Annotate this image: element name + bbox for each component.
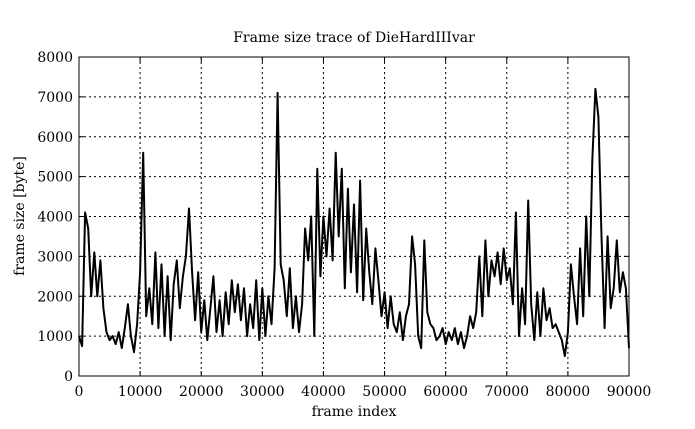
plot-frame bbox=[78, 56, 630, 377]
x-tick-label: 20000 bbox=[179, 384, 224, 400]
y-tick-label: 3000 bbox=[37, 249, 73, 265]
x-tick-label: 10000 bbox=[118, 384, 163, 400]
x-tick-label: 70000 bbox=[485, 384, 530, 400]
axis-ticks: 0 10000 20000 30000 40000 50000 60000 70000 8000… bbox=[37, 50, 651, 400]
x-axis-label: frame index bbox=[312, 404, 397, 420]
y-tick-label: 0 bbox=[64, 369, 73, 385]
x-tick-label: 40000 bbox=[301, 384, 346, 400]
y-tick-label: 8000 bbox=[37, 50, 73, 66]
y-tick-label: 4000 bbox=[37, 210, 73, 226]
x-tick-label: 80000 bbox=[546, 384, 591, 400]
x-tick-label: 90000 bbox=[607, 384, 652, 400]
y-tick-label: 1000 bbox=[37, 329, 73, 345]
x-tick-label: 30000 bbox=[240, 384, 285, 400]
y-tick-label: 6000 bbox=[37, 130, 73, 146]
y-tick-label: 5000 bbox=[37, 170, 73, 186]
x-tick-label: 50000 bbox=[362, 384, 407, 400]
chart-title: Frame size trace of DieHardIIIvar bbox=[233, 30, 475, 46]
frame-size-series bbox=[78, 87, 630, 358]
y-tick-label: 2000 bbox=[37, 289, 73, 305]
x-tick-label: 60000 bbox=[423, 384, 468, 400]
x-tick-label: 0 bbox=[75, 384, 84, 400]
y-tick-label: 7000 bbox=[37, 90, 73, 106]
y-axis-label: frame size [byte] bbox=[12, 156, 28, 276]
